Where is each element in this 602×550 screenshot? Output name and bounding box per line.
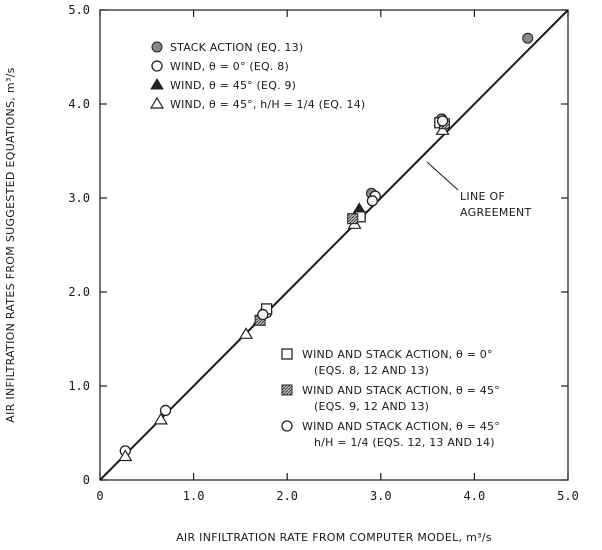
- legend-marker-hatched-square: [281, 384, 293, 396]
- x-axis-ticks: 0 1.0 2.0 3.0 4.0 5.0: [96, 10, 579, 503]
- y-tick-label: 5.0: [68, 3, 90, 17]
- x-axis-title: AIR INFILTRATION RATE FROM COMPUTER MODE…: [176, 531, 492, 544]
- legend-sublabel: (EQS. 9, 12 AND 13): [314, 400, 429, 413]
- legend-marker-filled-circle: [151, 41, 163, 53]
- legend-marker-open-circle: [281, 420, 293, 432]
- data-point-open-circle-alt-1: [366, 195, 379, 207]
- legend-label: WIND AND STACK ACTION, θ = 45°: [302, 420, 500, 433]
- data-point-open-triangle-2: [238, 327, 254, 339]
- y-tick-label: 3.0: [68, 191, 90, 205]
- line-of-agreement-label-1: LINE OF: [460, 190, 505, 203]
- legend-label: WIND, θ = 45°, h/H = 1/4 (EQ. 14): [170, 98, 365, 111]
- legend-marker-open-triangle: [149, 96, 165, 109]
- data-point-open-circle-1: [159, 404, 172, 417]
- legend-top: STACK ACTION (EQ. 13) WIND, θ = 0° (EQ. 8…: [149, 41, 365, 111]
- legend-label: WIND, θ = 45° (EQ. 9): [170, 79, 296, 92]
- y-tick-label: 4.0: [68, 97, 90, 111]
- legend-label: WIND, θ = 0° (EQ. 8): [170, 60, 289, 73]
- line-of-agreement-leader: [426, 161, 459, 191]
- data-point-open-triangle-4: [435, 123, 450, 135]
- legend-bottom: WIND AND STACK ACTION, θ = 0° (EQS. 8, 12…: [281, 348, 500, 449]
- line-of-agreement-label-2: AGREEMENT: [460, 206, 532, 219]
- legend-marker-filled-triangle: [150, 78, 164, 90]
- legend-marker-open-circle: [151, 60, 163, 72]
- line-of-agreement: [99, 9, 569, 481]
- x-tick-label: 1.0: [183, 489, 205, 503]
- legend-sublabel: (EQS. 8, 12 AND 13): [314, 364, 429, 377]
- legend-label: STACK ACTION (EQ. 13): [170, 41, 303, 54]
- legend-label: WIND AND STACK ACTION, θ = 0°: [302, 348, 493, 361]
- plot-frame: [99, 9, 569, 481]
- legend-sublabel: h/H = 1/4 (EQS. 12, 13 AND 14): [314, 436, 495, 449]
- y-tick-label: 1.0: [68, 379, 90, 393]
- x-tick-label: 5.0: [557, 489, 579, 503]
- y-tick-label: 0: [83, 473, 90, 487]
- y-axis-title: AIR INFILTRATION RATES FROM SUGGESTED EQ…: [4, 67, 17, 422]
- x-tick-label: 2.0: [276, 489, 298, 503]
- data-point-filled-circle-0: [522, 32, 534, 44]
- data-point-open-triangle-0: [118, 449, 133, 462]
- y-tick-label: 2.0: [68, 285, 90, 299]
- y-axis-ticks: 0 1.0 2.0 3.0 4.0 5.0: [68, 3, 568, 487]
- data-point-open-circle-alt-0: [257, 308, 269, 321]
- x-tick-label: 0: [96, 489, 103, 503]
- data-point-open-circle-alt-2: [436, 115, 449, 127]
- data-point-hatched-square-1: [347, 213, 359, 225]
- legend-marker-open-square: [281, 348, 293, 360]
- data-points: [118, 32, 534, 462]
- legend-label: WIND AND STACK ACTION, θ = 45°: [302, 384, 500, 397]
- x-tick-label: 3.0: [370, 489, 392, 503]
- data-point-open-triangle-1: [153, 412, 168, 425]
- x-tick-label: 4.0: [464, 489, 486, 503]
